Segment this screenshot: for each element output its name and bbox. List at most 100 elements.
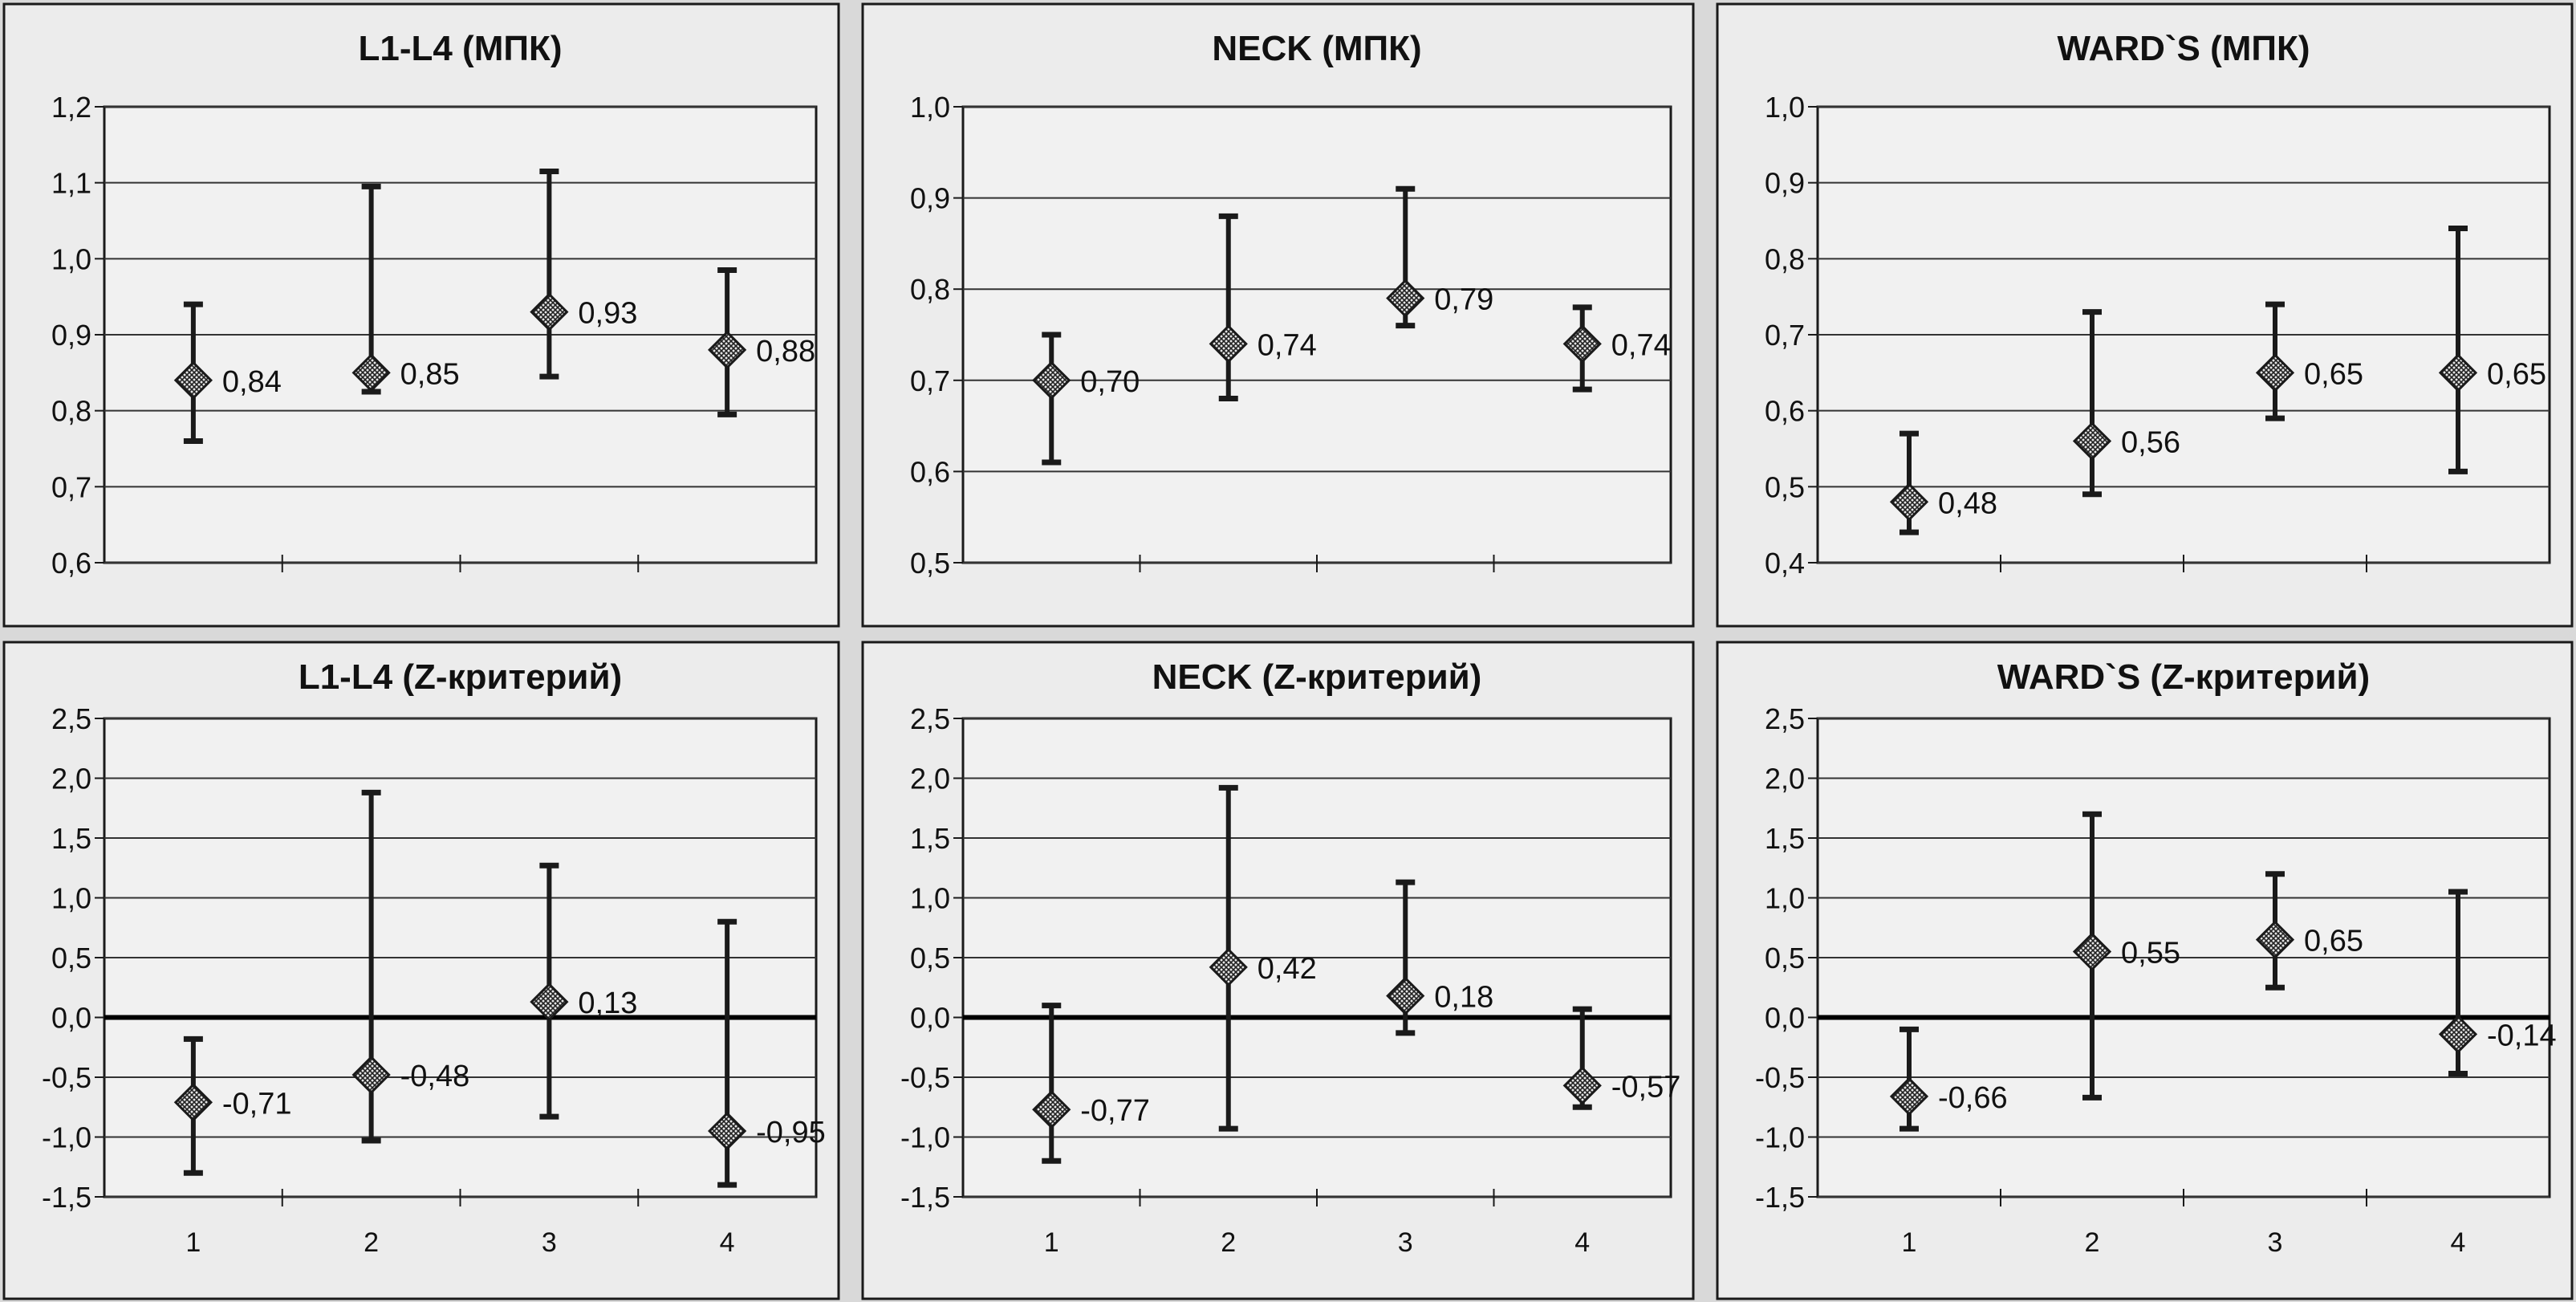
y-tick-label: -0,5: [900, 1061, 950, 1094]
data-point-marker: [1889, 482, 1929, 522]
y-tick-label: 1,5: [910, 822, 950, 855]
x-tick-label: 1: [1902, 1227, 1917, 1258]
data-label: -0,66: [1938, 1081, 2008, 1115]
y-tick-label: 0,6: [1765, 395, 1805, 428]
y-tick-label: -1,5: [900, 1181, 950, 1214]
data-label: 0,13: [578, 987, 637, 1020]
y-tick-label: 1,0: [1765, 882, 1805, 915]
plot-area: [961, 105, 1672, 564]
data-label: -0,71: [222, 1087, 292, 1121]
data-point-marker: [2255, 920, 2295, 959]
x-tick-label: 2: [364, 1227, 379, 1258]
y-tick-label: 1,5: [51, 822, 91, 855]
x-tick-label: 4: [720, 1227, 735, 1258]
y-tick-label: 0,8: [1765, 242, 1805, 275]
y-tick-label: 0,7: [1765, 319, 1805, 352]
x-tick-label: 1: [185, 1227, 201, 1258]
y-tick-label: 0,6: [910, 455, 950, 488]
data-label: 0,56: [2121, 426, 2180, 460]
chart-panel: L1-L4 (Z-критерий) -1,5 -1,0 -0,5 0,0 0,5 1,0 1…: [2, 641, 840, 1300]
data-label: -0,14: [2487, 1019, 2557, 1052]
data-label: -0,57: [1611, 1070, 1681, 1104]
x-tick-label: 2: [1221, 1227, 1236, 1258]
y-tick-label: 2,5: [51, 702, 91, 735]
data-point-marker: [2072, 932, 2112, 971]
x-tick-label: 3: [1398, 1227, 1413, 1258]
y-tick-label: 0,5: [51, 942, 91, 974]
y-tick-label: 0,5: [1765, 942, 1805, 974]
y-tick-label: -1,5: [42, 1181, 91, 1214]
y-tick-label: -1,0: [900, 1121, 950, 1154]
data-label: 0,88: [756, 335, 815, 368]
y-tick-label: 1,2: [51, 91, 91, 124]
y-tick-label: 0,5: [1765, 470, 1805, 503]
data-label: 0,55: [2121, 937, 2180, 970]
x-tick-label: 3: [2268, 1227, 2283, 1258]
data-label: 0,93: [578, 297, 637, 331]
y-tick-label: 0,9: [51, 319, 91, 352]
y-tick-label: 0,0: [51, 1002, 91, 1035]
data-point-marker: [1032, 1090, 1071, 1129]
y-tick-label: -1,5: [1755, 1181, 1805, 1214]
data-point-marker: [351, 1055, 391, 1095]
y-tick-label: 0,0: [910, 1002, 950, 1035]
y-tick-label: 0,8: [51, 395, 91, 428]
data-point-marker: [2438, 1015, 2478, 1054]
chart-panel: L1-L4 (МПК) 0,6 0,7 0,8 0,9 1,0 1,1 1,2 0,84 0,85…: [2, 2, 840, 628]
y-tick-label: -1,0: [42, 1121, 91, 1154]
data-label: 0,48: [1938, 486, 1997, 520]
y-tick-label: 0,7: [51, 470, 91, 503]
data-label: 0,65: [2487, 357, 2546, 391]
x-tick-label: 1: [1044, 1227, 1059, 1258]
data-point-marker: [1209, 324, 1248, 364]
data-label: -0,48: [400, 1060, 470, 1093]
chart-panel: NECK (Z-критерий) -1,5 -1,0 -0,5 0,0 0,5 1,0 1,…: [861, 641, 1695, 1300]
data-label: 0,84: [222, 365, 282, 399]
y-tick-label: 0,4: [1765, 547, 1805, 580]
data-label: 0,74: [1258, 328, 1317, 362]
data-label: 0,42: [1258, 952, 1317, 986]
data-point-marker: [1209, 947, 1248, 987]
chart-panel: NECK (МПК) 0,5 0,6 0,7 0,8 0,9 1,0 0,70 0,74 0,79…: [861, 2, 1695, 628]
data-point-marker: [1386, 976, 1425, 1015]
data-label: -0,95: [756, 1116, 826, 1149]
y-tick-label: 1,0: [910, 882, 950, 915]
chart-title: WARD`S (Z-критерий): [1997, 657, 2370, 697]
data-label: 0,70: [1080, 365, 1140, 399]
y-tick-label: 0,5: [910, 942, 950, 974]
y-tick-label: 1,0: [51, 882, 91, 915]
x-tick-label: 4: [2451, 1227, 2466, 1258]
y-tick-label: 0,0: [1765, 1002, 1805, 1035]
data-label: -0,77: [1080, 1094, 1150, 1128]
chart-panel: WARD`S (МПК) 0,4 0,5 0,6 0,7 0,8 0,9 1,0 0,48 0,5…: [1716, 2, 2574, 628]
y-tick-label: 1,1: [51, 167, 91, 200]
y-tick-label: 1,5: [1765, 822, 1805, 855]
y-tick-label: 0,6: [51, 547, 91, 580]
y-tick-label: 0,5: [910, 547, 950, 580]
chart-title: NECK (Z-критерий): [1152, 657, 1482, 697]
y-tick-label: 2,5: [1765, 702, 1805, 735]
chart-title: L1-L4 (МПК): [358, 29, 562, 68]
data-point-marker: [1562, 324, 1602, 364]
data-point-marker: [1889, 1076, 1929, 1116]
chart-title: L1-L4 (Z-критерий): [299, 657, 622, 697]
data-point-marker: [2072, 421, 2112, 461]
y-tick-label: 1,0: [1765, 91, 1805, 124]
data-point-marker: [708, 330, 747, 370]
data-point-marker: [351, 353, 391, 393]
y-tick-label: 2,5: [910, 702, 950, 735]
y-tick-label: -0,5: [42, 1061, 91, 1094]
data-label: 0,74: [1611, 328, 1671, 362]
data-point-marker: [2255, 353, 2295, 393]
data-point-marker: [1032, 360, 1071, 400]
chart-title: NECK (МПК): [1212, 29, 1421, 68]
y-tick-label: 0,7: [910, 364, 950, 397]
y-tick-label: 2,0: [910, 763, 950, 795]
x-tick-label: 2: [2085, 1227, 2100, 1258]
data-point-marker: [530, 292, 569, 332]
data-point-marker: [173, 360, 213, 400]
data-label: 0,79: [1434, 283, 1493, 317]
data-label: 0,65: [2304, 357, 2363, 391]
data-point-marker: [708, 1111, 747, 1151]
